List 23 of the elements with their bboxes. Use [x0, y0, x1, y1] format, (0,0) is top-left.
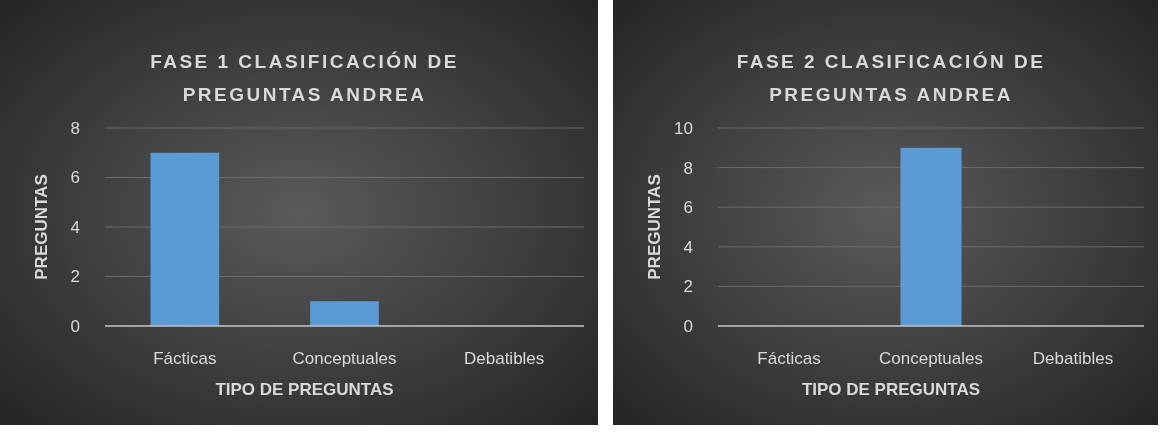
y-tick-label: 10	[674, 118, 693, 138]
x-tick-label: Debatibles	[1032, 349, 1114, 368]
y-axis-title: PREGUNTAS	[645, 174, 664, 280]
y-tick-label: 6	[683, 198, 693, 218]
y-axis-title: PREGUNTAS	[32, 174, 51, 280]
y-tick-label: 8	[70, 118, 80, 138]
x-tick-label: Debatibles	[464, 349, 545, 368]
y-tick-label: 4	[70, 217, 80, 237]
x-axis-title: TIPO DE PREGUNTAS	[215, 380, 394, 399]
x-axis-title: TIPO DE PREGUNTAS	[801, 380, 981, 399]
x-tick-label: Fácticas	[153, 349, 217, 368]
y-tick-label: 0	[683, 316, 693, 336]
y-tick-label: 0	[70, 316, 80, 336]
chart-title: FASE 1 CLASIFICACIÓN DE PREGUNTAS ANDREA	[150, 51, 459, 105]
chart-title: FASE 2 CLASIFICACIÓN DE PREGUNTAS ANDREA	[736, 51, 1046, 105]
y-tick-label: 2	[70, 267, 80, 287]
y-tick-label: 8	[683, 158, 693, 178]
y-tick-label: 6	[70, 168, 80, 188]
x-tick-label: Conceptuales	[292, 349, 397, 368]
x-tick-label: Fácticas	[757, 349, 821, 368]
y-tick-label: 4	[683, 237, 693, 257]
y-tick-label: 2	[683, 277, 693, 297]
x-tick-label: Conceptuales	[879, 349, 983, 368]
